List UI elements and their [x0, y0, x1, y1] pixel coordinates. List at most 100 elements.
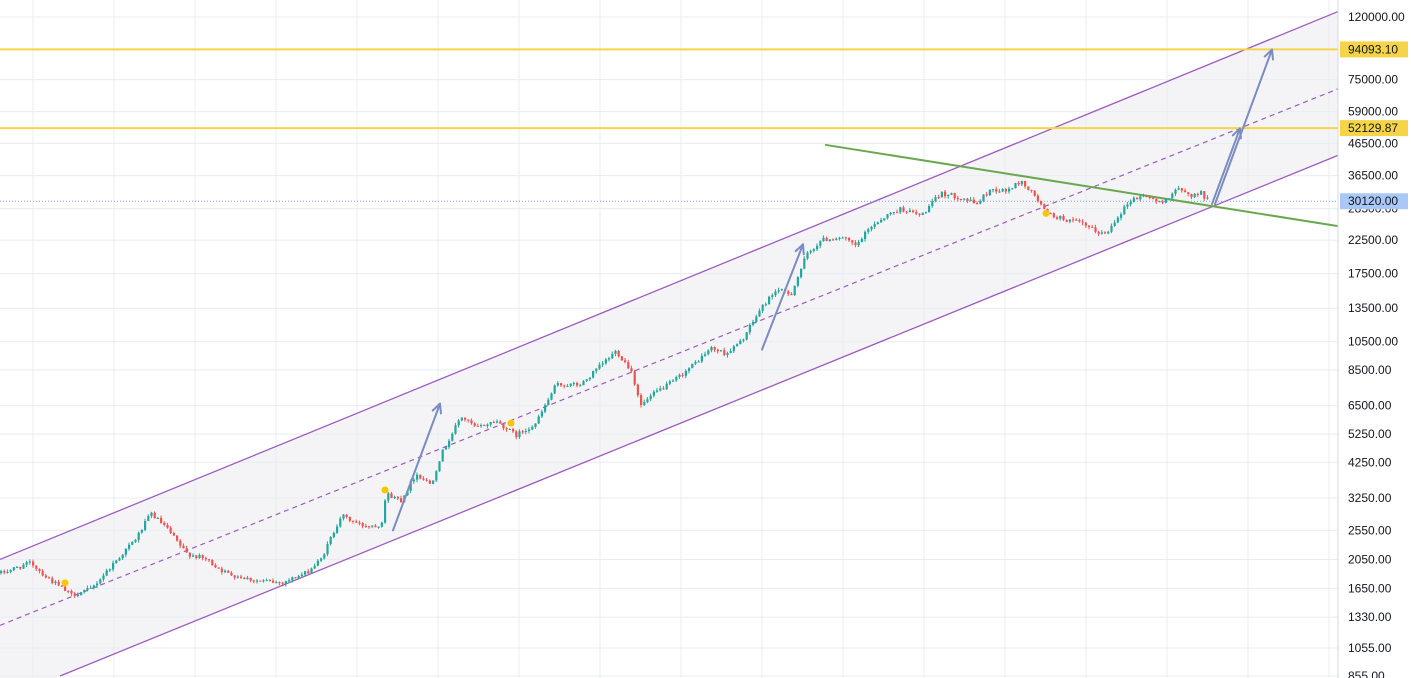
candle-body-161: [515, 431, 518, 438]
candle-body-298: [953, 193, 956, 199]
candle-body-65: [208, 559, 211, 561]
candle-body-115: [368, 526, 371, 528]
candle-body-235: [752, 321, 755, 325]
candle-body-209: [668, 381, 671, 384]
signal-marker-2[interactable]: [507, 419, 515, 427]
candle-body-162: [518, 431, 521, 438]
candle-body-367: [1174, 189, 1177, 194]
candle-body-204: [652, 391, 655, 396]
candle-body-350: [1120, 214, 1123, 218]
candle-body-139: [444, 447, 447, 450]
candle-body-87: [278, 582, 281, 584]
candle-body-179: [572, 382, 575, 384]
candle-body-285: [912, 210, 915, 212]
candle-body-294: [940, 191, 943, 198]
candle-body-157: [502, 423, 505, 429]
candle-body-33: [105, 570, 108, 576]
candle-body-7: [22, 564, 25, 569]
candle-body-94: [300, 574, 303, 577]
candle-body-340: [1088, 225, 1091, 227]
candle-body-61: [195, 555, 198, 558]
candle-body-274: [876, 222, 879, 225]
candle-body-102: [326, 543, 329, 555]
candle-body-225: [720, 350, 723, 352]
candle-body-44: [140, 529, 143, 533]
candle-body-222: [710, 346, 713, 351]
projection-arrow-1[interactable]: [761, 243, 805, 351]
candle-body-361: [1155, 199, 1158, 202]
candle-body-120: [384, 500, 387, 523]
candle-body-213: [681, 374, 684, 376]
candle-body-247: [790, 293, 793, 296]
candle-body-119: [380, 522, 383, 527]
y-tick-label-17: 1650.00: [1348, 581, 1392, 595]
candle-body-160: [512, 428, 515, 432]
candle-body-375: [1200, 191, 1203, 195]
green-trendline[interactable]: [824, 143, 1339, 228]
projection-arrow-shaft-3: [1214, 48, 1273, 206]
candle-body-26: [83, 590, 86, 593]
candle-body-192: [614, 350, 617, 354]
channel-upper-line[interactable]: [0, 10, 1339, 561]
candle-body-260: [832, 239, 835, 241]
candle-body-63: [201, 555, 204, 558]
candle-body-12: [38, 568, 41, 571]
channel-middle-line[interactable]: [0, 88, 1339, 626]
y-tick-label-15: 2550.00: [1348, 523, 1392, 537]
projection-arrow-3[interactable]: [1214, 48, 1274, 206]
candle-body-113: [361, 522, 364, 527]
candle-body-46: [147, 516, 150, 522]
candle-body-376: [1203, 191, 1206, 199]
candle-body-233: [745, 332, 748, 340]
candle-body-142: [454, 425, 457, 434]
candle-body-151: [483, 424, 486, 427]
signal-marker-0[interactable]: [61, 579, 69, 587]
candle-body-136: [435, 471, 438, 481]
candle-body-155: [496, 421, 499, 423]
projection-arrow-head-0: [431, 402, 442, 415]
candle-body-170: [544, 405, 547, 412]
candle-body-322: [1030, 189, 1033, 191]
candle-body-124: [396, 496, 399, 499]
signal-marker-1[interactable]: [381, 486, 389, 494]
candle-body-165: [528, 429, 531, 431]
candle-body-175: [560, 383, 563, 386]
candle-body-149: [476, 425, 479, 427]
candle-body-103: [329, 537, 332, 544]
candle-body-351: [1123, 206, 1126, 215]
price-axis[interactable]: 120000.00 75000.00 59000.00 46500.00 36500.0…: [1337, 0, 1411, 678]
y-tick-label-4: 36500.00: [1348, 169, 1398, 183]
candle-body-77: [246, 577, 249, 580]
candle-body-98: [313, 565, 316, 569]
candle-body-299: [956, 198, 959, 200]
candle-body-221: [707, 350, 710, 355]
candle-body-3: [9, 570, 12, 573]
candles-layer: [0, 180, 1209, 599]
candle-body-137: [438, 461, 441, 472]
candle-body-196: [627, 362, 630, 369]
candle-body-356: [1139, 196, 1142, 200]
candle-body-291: [931, 201, 934, 207]
candle-body-242: [774, 291, 777, 296]
candle-body-283: [905, 211, 908, 213]
y-tick-label-6: 22500.00: [1348, 233, 1398, 247]
candle-body-80: [256, 580, 259, 582]
projection-arrow-0[interactable]: [392, 402, 442, 532]
candle-body-52: [166, 524, 169, 528]
candle-body-332: [1062, 216, 1065, 220]
candle-body-282: [902, 207, 905, 212]
candle-body-346: [1107, 231, 1110, 234]
candle-body-234: [748, 324, 751, 333]
candle-body-177: [566, 385, 569, 387]
candle-body-117: [374, 525, 377, 528]
channel-lower-line[interactable]: [59, 154, 1339, 677]
candle-body-5: [16, 566, 19, 568]
candle-body-41: [131, 541, 134, 545]
candle-body-284: [908, 210, 911, 213]
projection-arrow-head-1: [794, 243, 805, 256]
candle-body-21: [67, 590, 70, 592]
signal-marker-3[interactable]: [1042, 209, 1050, 217]
candle-body-167: [534, 423, 537, 427]
candle-body-295: [944, 191, 947, 197]
